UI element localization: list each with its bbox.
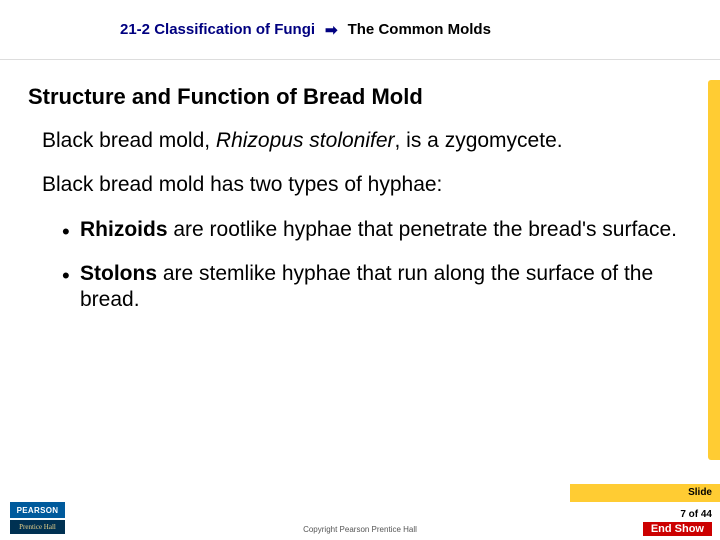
bullet-text: are rootlike hyphae that penetrate the b…	[168, 218, 678, 241]
slide-header: 21-2 Classification of Fungi ➡ The Commo…	[0, 0, 720, 60]
copyright-text: Copyright Pearson Prentice Hall	[303, 525, 417, 534]
accent-sidebar	[708, 80, 720, 460]
logo-pearson: PEARSON	[10, 502, 65, 518]
para1-scientific-name: Rhizopus stolonifer	[216, 129, 395, 152]
publisher-logo: PEARSON Prentice Hall	[10, 502, 65, 534]
paragraph-1: Black bread mold, Rhizopus stolonifer, i…	[42, 128, 680, 154]
list-item: • Rhizoids are rootlike hyphae that pene…	[62, 217, 680, 243]
bullet-list: • Rhizoids are rootlike hyphae that pene…	[62, 217, 680, 314]
list-item: • Stolons are stemlike hyphae that run a…	[62, 261, 680, 314]
end-show-button[interactable]: End Show	[643, 522, 712, 536]
slide-heading: Structure and Function of Bread Mold	[28, 84, 720, 110]
bullet-text: are stemlike hyphae that run along the s…	[80, 262, 653, 311]
bullet-icon: •	[62, 265, 70, 287]
logo-prentice-hall: Prentice Hall	[10, 520, 65, 534]
slide-label: Slide	[570, 484, 720, 502]
para1-post: , is a zygomycete.	[395, 129, 563, 152]
topic-label: The Common Molds	[348, 21, 491, 38]
arrow-icon: ➡	[325, 21, 338, 39]
slide-footer: Slide 7 of 44 End Show Copyright Pearson…	[0, 480, 720, 540]
slide-counter-bar: Slide	[570, 484, 720, 502]
paragraph-2: Black bread mold has two types of hyphae…	[42, 172, 680, 198]
content-area: Structure and Function of Bread Mold Bla…	[0, 60, 720, 480]
bullet-term: Stolons	[80, 262, 157, 285]
chapter-label: 21-2 Classification of Fungi	[120, 21, 315, 38]
bullet-icon: •	[62, 221, 70, 243]
bullet-term: Rhizoids	[80, 218, 168, 241]
slide-position: 7 of 44	[570, 509, 720, 520]
para1-pre: Black bread mold,	[42, 129, 216, 152]
